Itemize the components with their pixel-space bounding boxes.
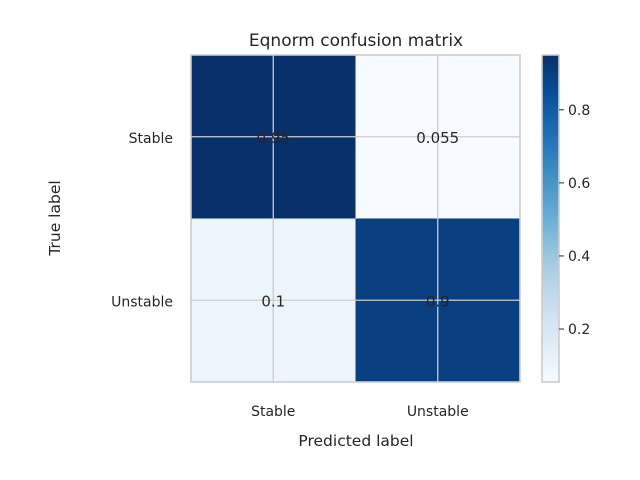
gridlines <box>191 55 520 382</box>
x-tick-label: Unstable <box>407 404 469 420</box>
chart-title: Eqnorm confusion matrix <box>249 31 463 51</box>
colorbar-tick-label: 0.6 <box>568 176 590 192</box>
colorbar-ticks: 0.2 0.4 0.6 0.8 <box>559 103 590 338</box>
colorbar <box>541 54 560 383</box>
cell-value-label: 0.1 <box>261 292 285 310</box>
x-tick-labels: Stable Unstable <box>251 404 469 420</box>
cell-value-labels: 0.95 0.055 0.1 0.9 <box>257 129 460 311</box>
cell-value-label: 0.9 <box>426 292 450 310</box>
colorbar-tick-label: 0.2 <box>568 322 590 338</box>
heatmap-cells <box>191 55 521 383</box>
cell-value-label: 0.055 <box>416 129 459 147</box>
colorbar-tick-label: 0.4 <box>568 249 590 265</box>
y-tick-label: Unstable <box>111 294 173 310</box>
cell-value-label: 0.95 <box>257 129 290 147</box>
colorbar-tick-label: 0.8 <box>568 103 590 119</box>
y-tick-label: Stable <box>129 131 173 147</box>
x-axis-label: Predicted label <box>298 432 413 450</box>
y-axis-label: True label <box>46 180 64 256</box>
y-tick-labels: Stable Unstable <box>111 131 173 311</box>
x-tick-label: Stable <box>251 404 295 420</box>
plot-frame <box>190 54 521 383</box>
